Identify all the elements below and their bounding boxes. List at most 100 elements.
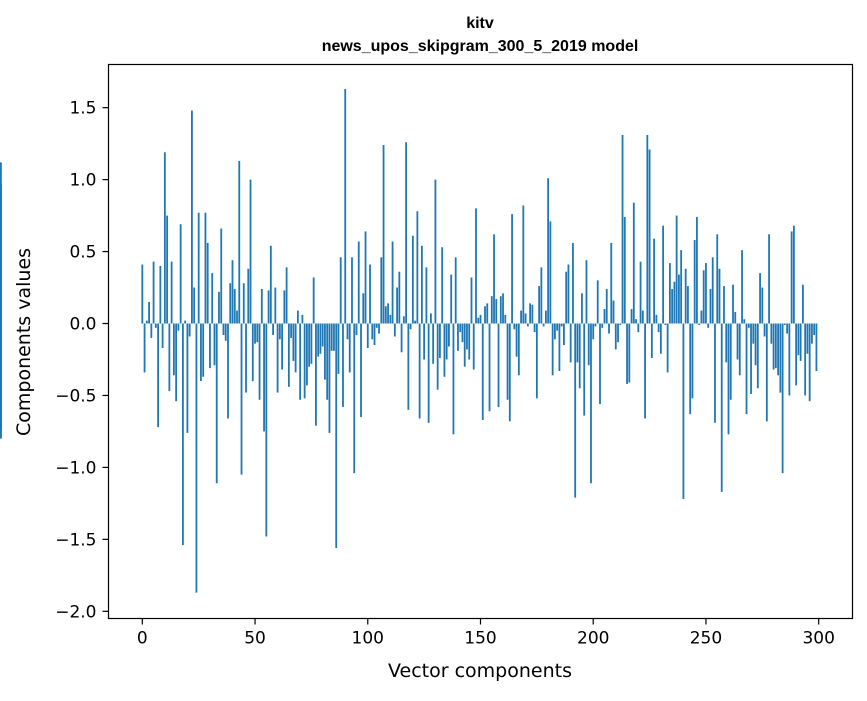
bar (290, 323, 293, 338)
bar (470, 277, 473, 324)
bar (752, 323, 755, 344)
bar (432, 323, 435, 364)
bar (723, 286, 725, 324)
bar (283, 290, 286, 324)
bar (691, 323, 694, 399)
chart-subtitle: news_upos_skipgram_300_5_2019 model (322, 38, 639, 55)
y-tick-label: 1.5 (69, 99, 96, 119)
bar (605, 288, 608, 324)
bar (285, 267, 288, 324)
bar (328, 323, 331, 433)
bar (590, 323, 592, 484)
y-tick-label: 0.5 (69, 243, 96, 263)
bar (170, 261, 173, 324)
bar (493, 234, 495, 324)
bar (0, 314, 2, 324)
bar (635, 319, 637, 324)
bar (371, 323, 374, 340)
bar (152, 261, 155, 324)
bar (558, 323, 561, 371)
bar (391, 241, 394, 324)
bar (657, 323, 660, 333)
bar (423, 323, 426, 360)
bar (254, 323, 256, 344)
bar (231, 260, 234, 324)
bar (572, 242, 574, 324)
bar (184, 320, 187, 324)
bar (520, 310, 522, 324)
bar (242, 283, 245, 324)
bar (716, 234, 719, 324)
bar (745, 323, 748, 415)
bar (743, 319, 746, 324)
bar (754, 323, 757, 366)
bar (373, 323, 376, 346)
bar (522, 205, 525, 324)
bar (382, 145, 385, 324)
bar (247, 268, 250, 324)
bar (301, 314, 304, 324)
bar (418, 323, 421, 419)
bar (788, 323, 791, 396)
bar (333, 323, 335, 351)
bar (637, 323, 640, 333)
bar (621, 135, 624, 324)
chart-title: kitv (466, 15, 494, 32)
bar (585, 260, 588, 324)
bar (533, 323, 536, 333)
bar (384, 306, 387, 324)
bar (414, 320, 417, 324)
bar (502, 293, 504, 324)
bar (276, 323, 279, 393)
bar (790, 231, 793, 324)
bar (513, 323, 516, 330)
bar (339, 257, 342, 324)
bar (0, 185, 2, 324)
bar (317, 323, 320, 357)
x-tick-label: 0 (137, 629, 148, 649)
bar (294, 323, 297, 373)
bar (357, 241, 360, 324)
bar (355, 323, 358, 336)
bar (626, 323, 628, 384)
bar (215, 323, 218, 484)
bar (238, 160, 241, 324)
bar (581, 293, 583, 324)
bar (409, 323, 412, 330)
bar (560, 323, 563, 327)
bar (565, 271, 568, 324)
bar (441, 247, 444, 324)
y-tick-label: −1.5 (55, 530, 96, 550)
bar (497, 323, 500, 407)
bar (272, 323, 274, 336)
bar (299, 323, 302, 400)
bar (445, 323, 448, 360)
bar (175, 323, 178, 402)
bar (459, 323, 462, 333)
bar (587, 323, 590, 366)
bar (662, 225, 665, 324)
bar (362, 293, 365, 324)
bar (802, 284, 804, 324)
bar (224, 323, 227, 341)
bar (310, 323, 313, 364)
bar (330, 323, 333, 351)
bar (461, 323, 464, 343)
bar (182, 323, 184, 546)
bar (664, 323, 667, 325)
bar (227, 323, 229, 419)
bar (675, 215, 678, 324)
bar (200, 323, 202, 382)
bar (195, 323, 198, 593)
bar (484, 306, 486, 324)
bar (499, 296, 502, 324)
bar (594, 323, 597, 327)
bar (457, 323, 459, 351)
bar (206, 242, 209, 324)
bar (245, 323, 247, 393)
bar (335, 323, 338, 548)
bar (535, 323, 538, 399)
x-tick-label: 150 (464, 629, 496, 649)
bar (504, 314, 507, 324)
bar (204, 212, 207, 324)
